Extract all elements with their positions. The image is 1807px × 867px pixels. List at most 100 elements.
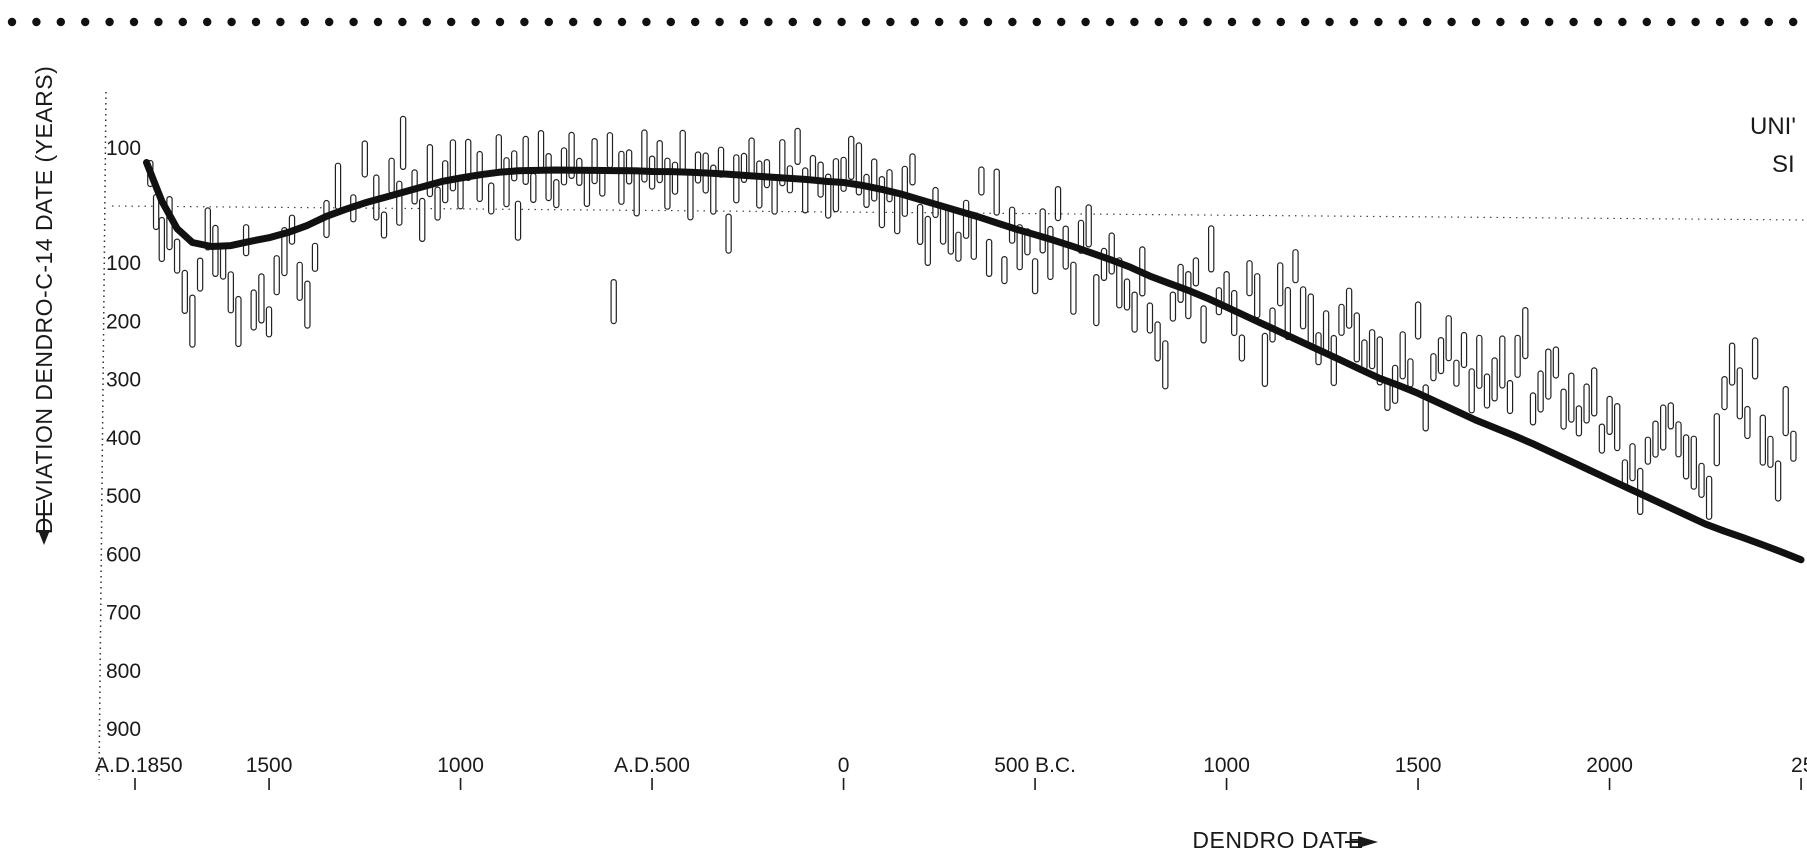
- border-dot: [32, 17, 41, 27]
- border-dot: [1349, 17, 1359, 27]
- border-dot: [886, 17, 895, 27]
- data-point: [1736, 367, 1743, 420]
- x-tick-label: 0: [838, 754, 850, 777]
- data-point: [1261, 332, 1269, 387]
- border-dot: [617, 17, 627, 27]
- border-dot: [1032, 17, 1042, 27]
- data-point: [181, 269, 188, 314]
- data-point: [196, 257, 204, 292]
- data-point: [1598, 423, 1606, 454]
- data-point: [909, 153, 916, 186]
- data-point: [311, 242, 319, 272]
- border-dot: [983, 17, 993, 27]
- border-dot: [959, 17, 968, 27]
- data-point: [794, 127, 801, 165]
- data-point: [1207, 225, 1215, 273]
- border-dot: [398, 17, 407, 27]
- data-point: [625, 149, 633, 185]
- data-point: [1253, 273, 1261, 319]
- data-point: [985, 238, 993, 277]
- border-dot: [1789, 17, 1798, 27]
- border-dot: [471, 17, 480, 27]
- x-tick-label: A.D.500: [614, 754, 690, 777]
- data-point: [1774, 460, 1782, 502]
- border-dot: [251, 17, 261, 27]
- data-point: [530, 172, 537, 203]
- y-tick-label: 300: [106, 369, 141, 392]
- data-point: [1499, 335, 1506, 389]
- data-point: [1644, 436, 1652, 465]
- border-dot: [642, 17, 651, 27]
- border-dot: [1301, 17, 1310, 27]
- data-point: [361, 140, 369, 178]
- data-point: [1690, 435, 1697, 490]
- data-point: [1322, 310, 1330, 353]
- border-dot: [813, 17, 822, 27]
- data-point: [1246, 260, 1253, 297]
- data-point: [591, 138, 598, 185]
- data-point: [733, 154, 740, 204]
- data-point: [679, 129, 686, 172]
- data-point: [824, 173, 832, 219]
- border-dot: [1203, 17, 1212, 27]
- data-point: [1682, 434, 1690, 480]
- data-point: [847, 135, 855, 180]
- border-dot: [691, 17, 700, 27]
- data-point: [1568, 372, 1575, 423]
- border-dot: [1715, 17, 1725, 27]
- data-point: [748, 137, 755, 177]
- data-point: [1667, 402, 1674, 430]
- border-dot: [1667, 17, 1676, 27]
- data-point: [1376, 336, 1383, 386]
- data-point: [1713, 413, 1720, 467]
- data-point: [419, 197, 426, 242]
- border-dot: [1105, 17, 1115, 27]
- border-dot: [1740, 17, 1749, 27]
- data-point: [993, 168, 1000, 216]
- data-point: [1185, 271, 1192, 320]
- data-point: [1759, 414, 1766, 466]
- data-point: [886, 169, 893, 203]
- border-dot: [1569, 17, 1578, 27]
- border-dot: [593, 17, 602, 27]
- data-point: [1453, 359, 1460, 387]
- data-point: [618, 150, 625, 205]
- data-point: [1169, 291, 1177, 322]
- border-dot: [105, 17, 114, 27]
- x-tick-labels: A.D.1850 1500 1000 A.D.500 0 500 B.C. 1000 1500…: [95, 754, 1807, 790]
- border-dot: [1081, 17, 1090, 27]
- data-point: [725, 213, 732, 254]
- border-dot: [1130, 17, 1139, 27]
- data-point: [158, 216, 165, 263]
- calibration-curve: [143, 159, 1805, 564]
- data-point: [537, 130, 545, 170]
- data-point: [1537, 370, 1544, 413]
- data-point: [801, 167, 809, 214]
- data-point: [1001, 256, 1008, 285]
- data-point: [863, 173, 870, 208]
- border-dot: [788, 17, 797, 27]
- x-tick-label: 1500: [246, 754, 293, 777]
- border-dot: [447, 17, 456, 27]
- data-point: [1721, 376, 1728, 411]
- border-dot: [1593, 17, 1603, 27]
- data-point: [1629, 443, 1636, 482]
- border-dot: [1618, 17, 1627, 27]
- data-point: [1047, 225, 1054, 281]
- x-tick-label: A.D.1850: [95, 754, 183, 777]
- border-dot: [935, 17, 944, 27]
- data-point: [1307, 293, 1314, 346]
- data-point: [1162, 340, 1169, 390]
- x-tick-label: 25: [1791, 754, 1807, 777]
- data-point: [694, 151, 702, 184]
- border-dot: [1642, 17, 1652, 27]
- y-tick-label: 100: [106, 137, 141, 160]
- data-point: [947, 205, 955, 255]
- data-point: [1575, 405, 1583, 437]
- data-point: [1284, 286, 1291, 341]
- data-point: [1384, 380, 1391, 411]
- data-point: [962, 199, 970, 239]
- data-point: [1545, 348, 1552, 400]
- y-tick-label: 600: [106, 543, 141, 566]
- data-point: [1077, 219, 1085, 254]
